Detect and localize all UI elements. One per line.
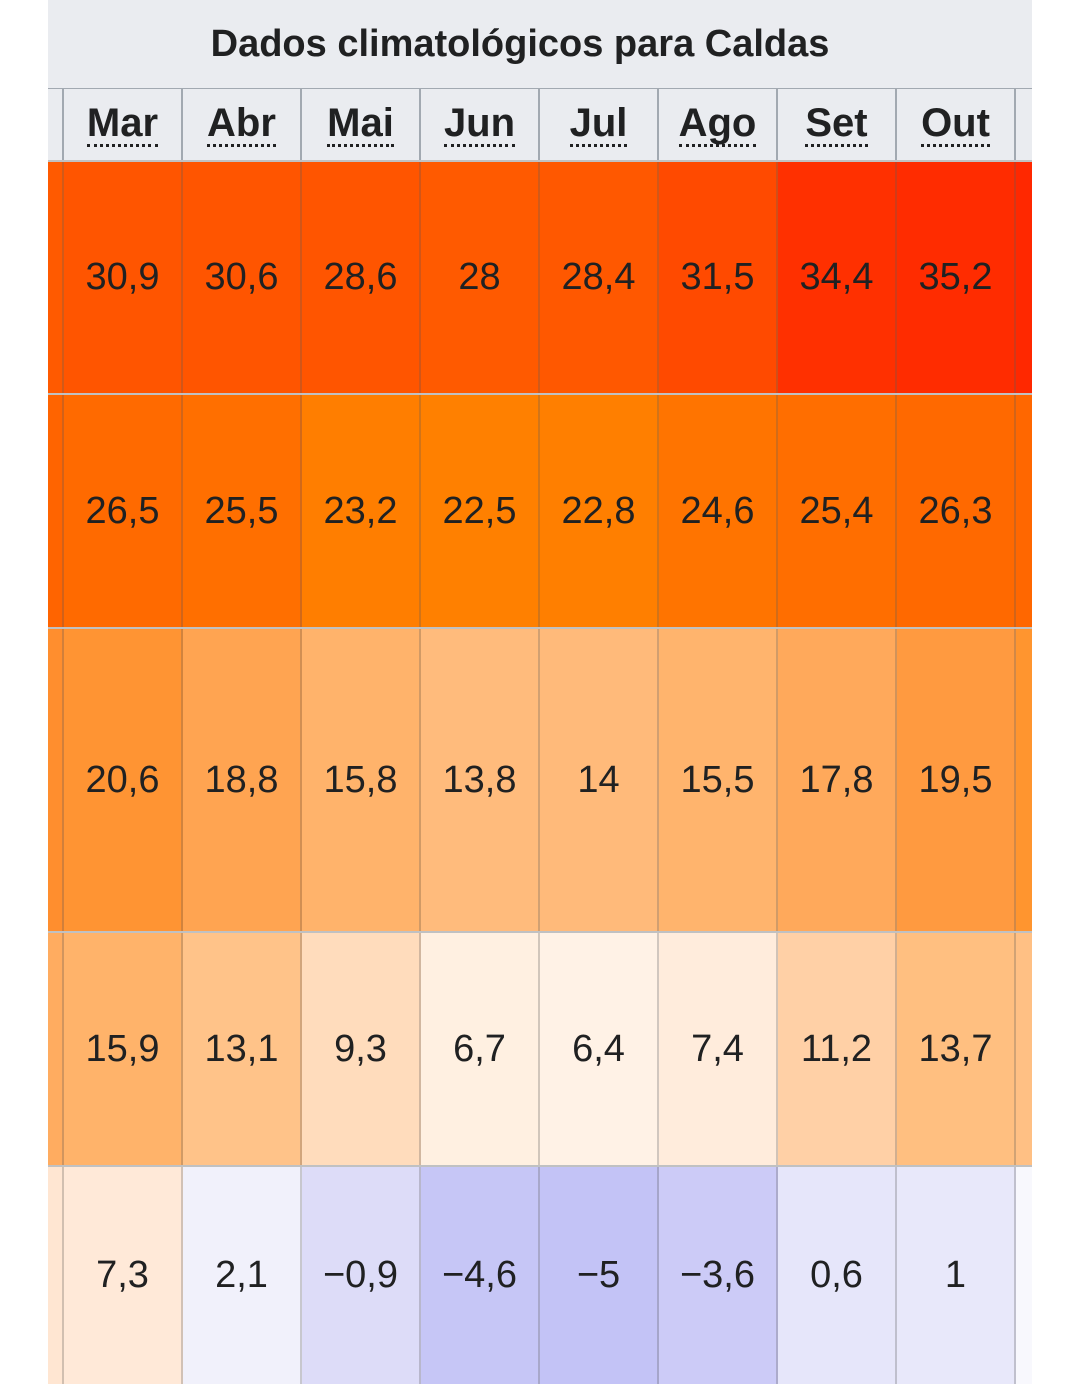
header-edge-left xyxy=(48,89,64,160)
table-row: 26,5 25,5 23,2 22,5 22,8 24,6 25,4 26,3 xyxy=(48,393,1032,627)
month-abbr-set[interactable]: Set xyxy=(805,101,868,147)
value-cell-jun: 13,8 xyxy=(421,629,540,931)
row-edge-left xyxy=(48,162,64,393)
value-cell-jun: 22,5 xyxy=(421,395,540,627)
value-cell-ago: 24,6 xyxy=(659,395,778,627)
value-cell-abr: 13,1 xyxy=(183,933,302,1165)
row-edge-right xyxy=(1016,629,1032,931)
table-row: 30,9 30,6 28,6 28 28,4 31,5 34,4 35,2 xyxy=(48,160,1032,393)
row-edge-left xyxy=(48,1167,64,1384)
value-cell-jun: 6,7 xyxy=(421,933,540,1165)
value-cell-abr: 2,1 xyxy=(183,1167,302,1384)
table-caption: Dados climatológicos para Caldas xyxy=(48,0,1032,88)
value-cell-mar: 15,9 xyxy=(64,933,183,1165)
month-abbr-mar[interactable]: Mar xyxy=(86,101,159,147)
row-edge-left xyxy=(48,933,64,1165)
value-cell-out: 19,5 xyxy=(897,629,1016,931)
month-header-jul: Jul xyxy=(540,89,659,160)
value-cell-jul: 22,8 xyxy=(540,395,659,627)
value-cell-set: 17,8 xyxy=(778,629,897,931)
value-cell-set: 0,6 xyxy=(778,1167,897,1384)
value-cell-out: 26,3 xyxy=(897,395,1016,627)
value-cell-jul: 28,4 xyxy=(540,162,659,393)
row-edge-right xyxy=(1016,162,1032,393)
value-cell-mai: 23,2 xyxy=(302,395,421,627)
month-header-ago: Ago xyxy=(659,89,778,160)
month-abbr-abr[interactable]: Abr xyxy=(207,101,276,147)
climate-table: Dados climatológicos para Caldas Mar Abr M… xyxy=(48,0,1032,1384)
table-row: 7,3 2,1 −0,9 −4,6 −5 −3,6 0,6 1 xyxy=(48,1165,1032,1384)
value-cell-jun: 28 xyxy=(421,162,540,393)
month-header-mar: Mar xyxy=(64,89,183,160)
value-cell-set: 25,4 xyxy=(778,395,897,627)
value-cell-mai: 15,8 xyxy=(302,629,421,931)
value-cell-mai: −0,9 xyxy=(302,1167,421,1384)
value-cell-set: 34,4 xyxy=(778,162,897,393)
row-edge-right xyxy=(1016,395,1032,627)
value-cell-out: 1 xyxy=(897,1167,1016,1384)
value-cell-ago: 7,4 xyxy=(659,933,778,1165)
value-cell-jul: −5 xyxy=(540,1167,659,1384)
month-abbr-out[interactable]: Out xyxy=(921,101,990,147)
value-cell-mai: 28,6 xyxy=(302,162,421,393)
row-edge-left xyxy=(48,395,64,627)
value-cell-set: 11,2 xyxy=(778,933,897,1165)
value-cell-jun: −4,6 xyxy=(421,1167,540,1384)
value-cell-abr: 25,5 xyxy=(183,395,302,627)
month-abbr-jun[interactable]: Jun xyxy=(443,101,516,147)
month-abbr-mai[interactable]: Mai xyxy=(327,101,394,147)
value-cell-out: 13,7 xyxy=(897,933,1016,1165)
value-cell-ago: 31,5 xyxy=(659,162,778,393)
value-cell-abr: 30,6 xyxy=(183,162,302,393)
value-cell-out: 35,2 xyxy=(897,162,1016,393)
table-row: 15,9 13,1 9,3 6,7 6,4 7,4 11,2 13,7 xyxy=(48,931,1032,1165)
value-cell-mar: 20,6 xyxy=(64,629,183,931)
month-header-abr: Abr xyxy=(183,89,302,160)
month-abbr-ago[interactable]: Ago xyxy=(678,101,757,147)
value-cell-ago: 15,5 xyxy=(659,629,778,931)
value-cell-mar: 26,5 xyxy=(64,395,183,627)
month-abbr-jul[interactable]: Jul xyxy=(569,101,628,147)
row-edge-left xyxy=(48,629,64,931)
month-header-set: Set xyxy=(778,89,897,160)
value-cell-mar: 7,3 xyxy=(64,1167,183,1384)
month-header-row: Mar Abr Mai Jun Jul Ago Set Out xyxy=(48,88,1032,160)
value-cell-abr: 18,8 xyxy=(183,629,302,931)
month-header-out: Out xyxy=(897,89,1016,160)
row-edge-right xyxy=(1016,933,1032,1165)
value-cell-mar: 30,9 xyxy=(64,162,183,393)
value-cell-mai: 9,3 xyxy=(302,933,421,1165)
month-header-jun: Jun xyxy=(421,89,540,160)
value-cell-jul: 14 xyxy=(540,629,659,931)
table-row: 20,6 18,8 15,8 13,8 14 15,5 17,8 19,5 xyxy=(48,627,1032,931)
row-edge-right xyxy=(1016,1167,1032,1384)
value-cell-jul: 6,4 xyxy=(540,933,659,1165)
value-cell-ago: −3,6 xyxy=(659,1167,778,1384)
month-header-mai: Mai xyxy=(302,89,421,160)
